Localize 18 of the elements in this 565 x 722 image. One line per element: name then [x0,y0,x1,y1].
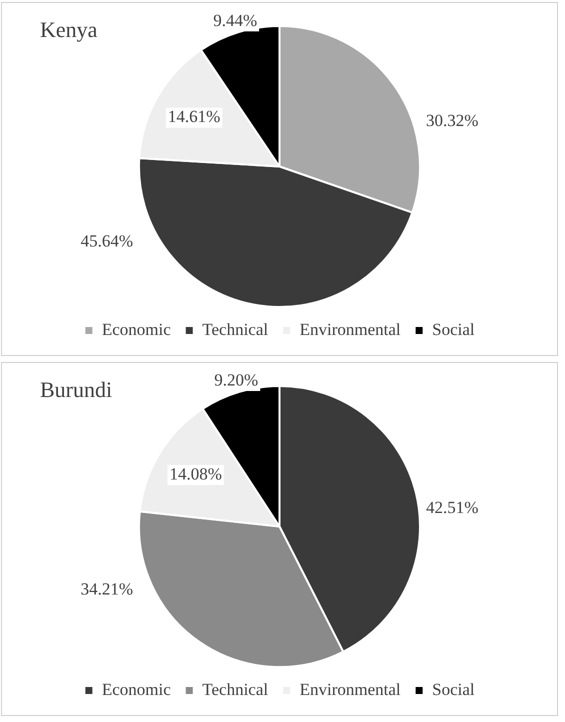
chart-title: Burundi [40,377,112,403]
data-label: 42.51% [426,498,478,517]
chart-title: Kenya [40,17,98,43]
legend-label: Environmental [300,320,401,339]
data-label: 9.44% [213,10,258,30]
legend-label: Environmental [300,680,401,699]
legend-label: Economic [102,680,172,699]
legend-label: Economic [102,320,172,339]
data-label: 30.32% [426,111,478,130]
data-label: 14.08% [169,464,222,484]
data-label: 34.21% [80,580,134,599]
legend-label: Technical [202,320,268,339]
legend-label: Social [432,680,475,699]
legend-label: Social [432,320,475,339]
data-label: 14.61% [168,107,220,126]
data-label: 45.64% [80,232,134,251]
legend-label: Technical [202,680,268,699]
data-label: 9.20% [214,370,258,390]
